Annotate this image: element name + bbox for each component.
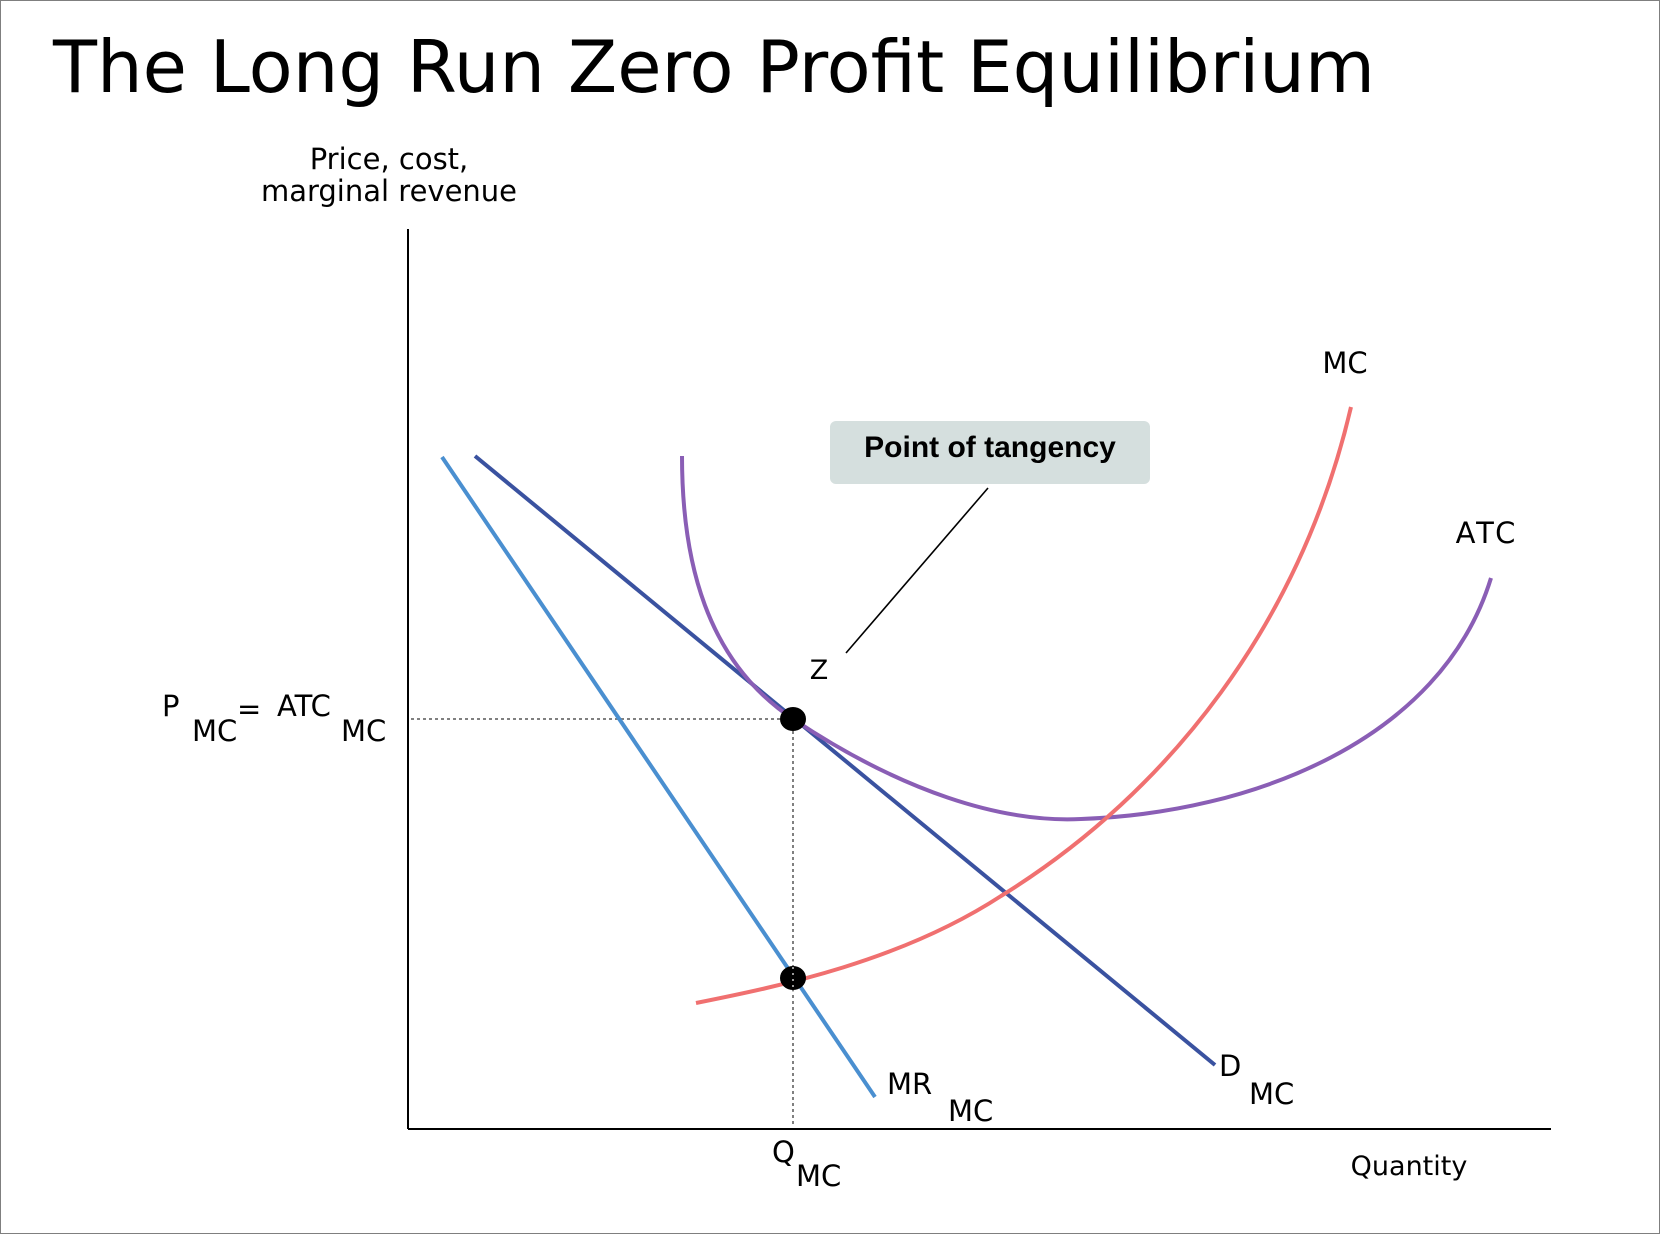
point-mr-mc: [780, 966, 806, 990]
price-label-atc-subscript: MC: [341, 714, 386, 748]
atc-curve: [680, 455, 1493, 822]
callout-box: [830, 421, 1150, 484]
mr-curve: [440, 455, 877, 1099]
slide-title: The Long Run Zero Profit Equilibrium: [53, 25, 1376, 109]
point-z: [780, 707, 806, 731]
quantity-label-q: Q: [772, 1135, 795, 1169]
mr-curve-label: MR: [887, 1067, 932, 1101]
demand-curve-subscript: MC: [1249, 1077, 1294, 1111]
demand-curve-label: D: [1219, 1049, 1241, 1083]
mc-curve: [695, 406, 1353, 1005]
price-label-atc: ATC: [277, 689, 331, 723]
price-label-equals: =: [237, 692, 261, 726]
y-axis-label-line1: Price, cost,: [310, 142, 469, 176]
callout-text: Point of tangency: [864, 431, 1116, 464]
quantity-label-q-subscript: MC: [796, 1159, 841, 1193]
price-label-p: P: [162, 689, 180, 723]
callout-leader-line: [845, 487, 989, 654]
y-axis-label-line2: marginal revenue: [261, 174, 517, 208]
mc-curve-label: MC: [1322, 346, 1367, 380]
x-axis-label: Quantity: [1351, 1151, 1468, 1182]
demand-curve: [473, 454, 1217, 1067]
price-label-p-subscript: MC: [192, 714, 237, 748]
atc-curve-label: ATC: [1456, 516, 1519, 550]
point-z-label: Z: [810, 655, 829, 686]
mr-curve-subscript: MC: [948, 1094, 993, 1128]
